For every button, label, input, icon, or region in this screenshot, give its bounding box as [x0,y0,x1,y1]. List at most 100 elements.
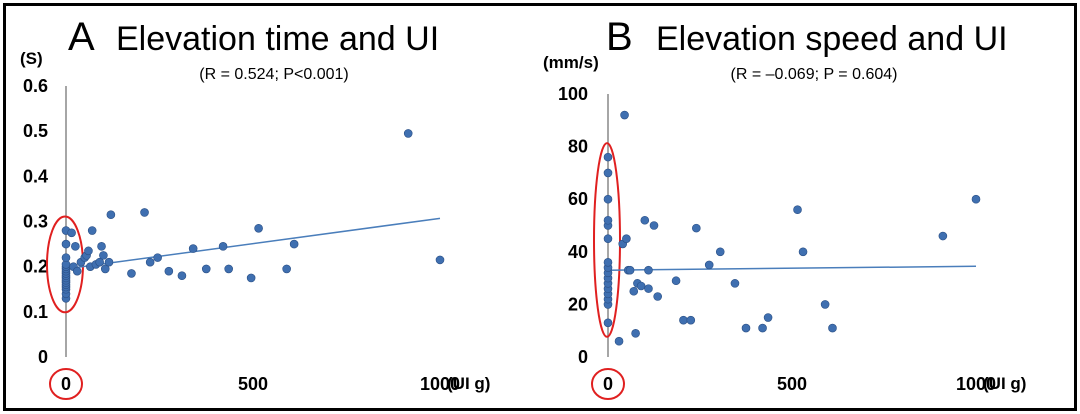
panel-b-y-tick-label: 80 [568,137,588,157]
panel-b-data-point [622,234,631,243]
panel-a-data-point [104,257,114,267]
panel-a-data-point [61,253,71,262]
panel-b-data-point [640,215,650,225]
panel-a-y-tick-label: 0 [38,347,48,367]
panel-b-data-point [644,265,653,275]
panel-b-zero-tick-highlight [591,368,625,400]
panel-b-data-point [798,247,808,257]
panel-b-data-point [938,231,948,241]
panel-a-data-point [246,273,256,283]
panel-a-stats: (R = 0.524; P<0.001) [199,66,348,83]
panel-b-data-point [603,152,613,162]
panel-a-data-point [145,257,155,267]
panel-a-data-point [435,255,445,265]
scatter-figure: A Elevation time and UI (R = 0.524; P<0.00… [20,15,1026,400]
panel-a-data-point [67,228,76,238]
panel-a-y-tick-label: 0.5 [23,121,48,141]
panel-b-data-point [629,286,639,296]
panel-a-data-point [177,271,187,281]
panel-b-data-point [631,329,640,338]
panel-b-data-point [671,276,681,286]
panel-a-data-point [403,129,413,138]
panel-a-data-point [201,264,211,274]
panel-b-data-point [741,323,751,333]
panel-a-data-point [289,239,299,249]
panel-a-x-unit: (UI g) [447,374,490,393]
panel-b-data-point [704,260,714,270]
panel-b-x-tick-label: 500 [777,374,807,394]
panel-b-data-point [692,223,701,233]
panel-a-y-tick-label: 0.1 [23,302,48,322]
panel-b-data-point [625,265,635,275]
panel-a-trendline [65,217,441,270]
panel-b-data-point [603,194,613,204]
panel-b-x-tick-label: 1000 [956,374,996,394]
panel-b-data-point [971,194,981,204]
panel-b-data-point [820,300,830,309]
panel-b-x-unit: (UI g) [983,374,1026,393]
panel-b-data-point [644,284,653,293]
panel-b-y-tick-label: 0 [578,347,588,367]
panel-b-zero-cluster-highlight [593,142,621,338]
panel-a-y-tick-label: 0.6 [23,76,48,96]
panel-a-data-point [84,246,93,256]
panel-b-data-point [653,292,662,301]
panel-a-data-point [97,242,106,251]
panel-b-data-point [603,258,613,267]
panel-a-y-unit: (S) [20,49,43,68]
panel-a-y-tick-label: 0.4 [23,166,48,186]
panel-b-data-point [603,168,613,178]
panel-a-x-tick-label: 0 [61,374,71,394]
panel-b-data-point [603,234,613,243]
panel-b-data-point [614,336,624,346]
panel-b-stats: (R = –0.069; P = 0.604) [731,66,898,83]
panel-b-x-tick-label: 0 [603,374,613,394]
panel-b-y-tick-label: 60 [568,189,588,209]
panel-b-data-point [763,313,773,322]
panel-b-y-tick-label: 100 [558,84,588,104]
panel-a-zero-tick-highlight [49,368,83,400]
panel-a-title: Elevation time and UI [116,20,439,58]
panel-a-y-tick-label: 0.3 [23,212,48,232]
panel-a-data-point [99,251,108,260]
panel-a-data-point [224,264,233,274]
panel-b-data-point [828,323,837,333]
panel-b-data-point [649,221,659,230]
panel-a-x-tick-label: 500 [238,374,268,394]
panel-b-data-point [686,315,696,325]
panel-a-data-point [87,226,97,235]
panel-b-data-point [679,315,688,325]
panel-a-data-point [164,266,174,276]
panel-b-data-point [715,247,725,257]
panel-b-data-point [793,205,802,215]
panel-b-trendline [607,265,977,271]
panel-a-y-tick-label: 0.2 [23,257,48,277]
panel-b-y-tick-label: 20 [568,294,588,314]
panel-a-data-point [218,242,228,251]
panel-b-letter: B [606,15,633,59]
panel-b-data-point [636,281,646,291]
panel-a-data-point [127,269,136,278]
panel-b-data-point [730,279,740,288]
figure-frame: A Elevation time and UI (R = 0.524; P<0.00… [3,3,1077,411]
panel-b-data-point [603,215,613,225]
panel-b-y-unit: (mm/s) [543,53,599,72]
panel-a-letter: A [68,15,95,59]
panel-a-x-tick-label: 1000 [420,374,460,394]
panel-a-data-point [106,210,116,220]
panel-a-data-point [282,264,291,274]
panel-b-data-point [603,318,613,328]
panel-a-data-point [140,208,149,217]
panel-a-data-point [71,242,80,251]
panel-a-data-point [188,244,198,253]
panel-b-data-point [620,110,629,120]
panel-a-data-point [72,266,82,276]
panel-a-data-point [153,253,162,262]
panel-a-data-point [95,257,104,267]
panel-a-data-point [61,239,71,249]
panel-a-data-point [254,223,263,233]
panel-b-title: Elevation speed and UI [656,20,1008,58]
panel-a-data-point [100,264,110,274]
panel-b-y-tick-label: 40 [568,242,588,262]
panel-b-data-point [758,323,767,333]
